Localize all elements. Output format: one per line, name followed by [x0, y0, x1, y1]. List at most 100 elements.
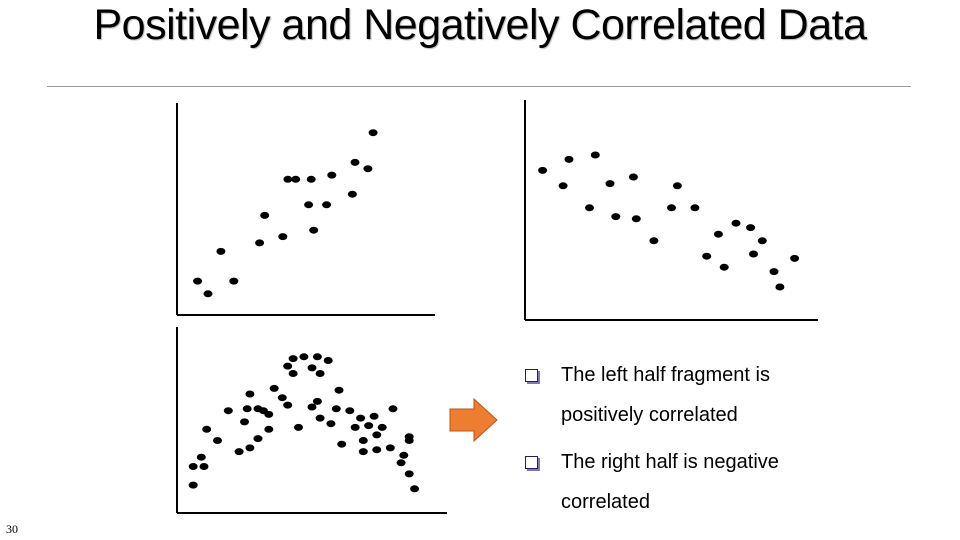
data-point	[590, 151, 600, 159]
bullet-list: The left half fragment is positively cor…	[525, 355, 855, 529]
data-point	[309, 226, 319, 234]
data-point	[377, 423, 387, 431]
data-point	[199, 463, 209, 470]
data-point	[611, 213, 621, 221]
data-point	[672, 182, 682, 190]
data-point	[558, 182, 568, 190]
data-point	[307, 403, 317, 411]
data-point	[404, 433, 414, 441]
data-point	[323, 357, 333, 364]
data-point	[356, 414, 366, 422]
data-point	[203, 290, 213, 298]
data-point	[331, 405, 341, 413]
data-point	[731, 219, 741, 227]
data-point	[193, 277, 203, 285]
data-point	[368, 129, 378, 137]
data-point	[304, 201, 314, 209]
data-point	[234, 448, 244, 456]
data-point	[628, 173, 638, 181]
data-point	[364, 422, 374, 430]
data-point	[283, 362, 293, 370]
data-point	[255, 239, 265, 247]
data-point	[288, 355, 298, 363]
data-point	[564, 155, 574, 163]
data-point	[260, 211, 270, 219]
data-point	[410, 485, 420, 493]
data-point	[667, 204, 676, 212]
data-point	[202, 425, 212, 433]
data-point	[690, 204, 700, 212]
data-point	[713, 230, 723, 238]
data-point	[369, 412, 379, 420]
data-point	[315, 370, 325, 377]
data-point	[350, 158, 360, 166]
data-point	[245, 390, 255, 398]
data-point	[749, 250, 758, 258]
slide-title: Positively and Negatively Correlated Dat…	[93, 1, 867, 49]
data-point	[213, 437, 222, 444]
data-point	[242, 405, 252, 413]
data-point	[216, 247, 226, 255]
title-underline	[47, 86, 911, 87]
data-point	[245, 444, 255, 452]
bullet-text: The left half fragment is positively cor…	[561, 364, 770, 426]
data-point	[775, 283, 785, 291]
data-point	[396, 459, 406, 467]
data-point	[283, 175, 293, 183]
data-point	[326, 420, 336, 428]
page-number: 30	[6, 522, 18, 536]
data-point	[372, 446, 382, 454]
data-point	[278, 233, 288, 241]
data-point	[312, 353, 322, 361]
data-point	[605, 180, 615, 188]
data-point	[269, 384, 279, 392]
data-point	[294, 423, 303, 431]
checkbox-bullet-icon	[525, 456, 538, 469]
right-arrow-icon	[449, 397, 498, 443]
data-point	[337, 440, 347, 448]
data-point	[388, 405, 398, 413]
data-point	[790, 254, 800, 262]
data-point	[253, 435, 263, 443]
data-point	[223, 407, 233, 415]
data-point	[264, 410, 274, 418]
data-point	[307, 364, 317, 372]
nonlinear-correlation-plot	[176, 327, 447, 514]
data-point	[345, 407, 355, 415]
data-point	[315, 414, 325, 422]
data-point	[347, 190, 357, 198]
data-point	[538, 166, 548, 174]
data-point	[240, 418, 249, 426]
data-point	[229, 277, 239, 285]
data-point	[322, 201, 332, 209]
data-point	[277, 394, 287, 402]
data-point	[283, 401, 293, 409]
checkbox-bullet-icon	[525, 369, 538, 382]
negative-correlation-plot	[524, 100, 818, 321]
data-point	[358, 437, 368, 444]
data-point	[649, 237, 659, 245]
bullet-item: The left half fragment is positively cor…	[525, 355, 855, 435]
data-point	[350, 423, 360, 431]
data-point	[196, 453, 206, 461]
data-point	[769, 268, 779, 276]
data-point	[312, 397, 322, 405]
data-point	[299, 353, 309, 361]
data-point	[719, 263, 729, 271]
data-point	[363, 165, 373, 173]
data-point	[306, 175, 316, 183]
data-point	[746, 224, 756, 232]
data-point	[334, 386, 344, 394]
data-point	[399, 451, 409, 459]
positive-correlation-plot	[176, 103, 435, 316]
data-point	[585, 204, 594, 212]
bullet-text: The right half is negative correlated	[561, 451, 779, 513]
data-point	[757, 237, 767, 245]
data-point	[188, 481, 198, 489]
data-point	[631, 215, 641, 223]
data-point	[264, 425, 274, 433]
data-point	[188, 463, 198, 470]
data-point	[385, 444, 395, 452]
data-point	[404, 470, 414, 478]
